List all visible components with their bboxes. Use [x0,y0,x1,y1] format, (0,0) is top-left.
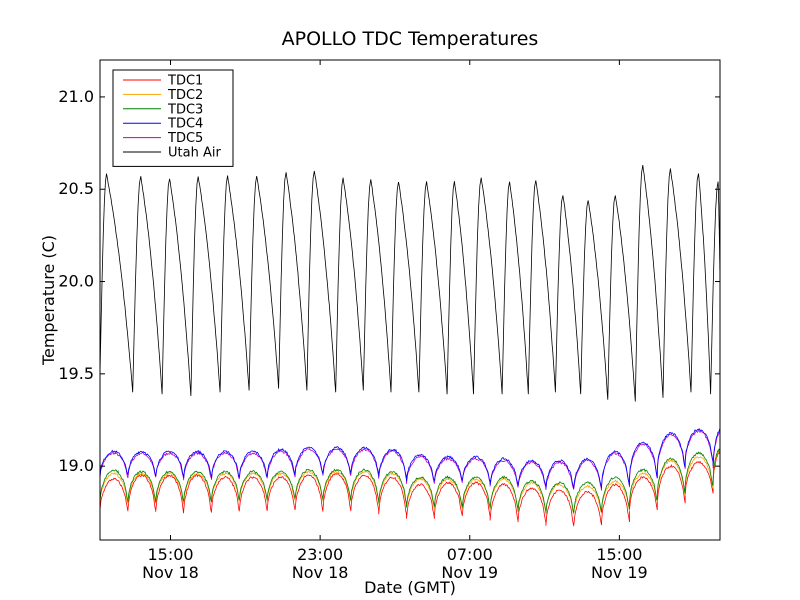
x-tick-date-label: Nov 18 [142,563,199,582]
plot-frame [99,59,721,541]
chart-title: APOLLO TDC Temperatures [282,28,539,50]
legend-label-tdc1: TDC1 [167,74,203,89]
series-line-tdc1 [100,450,720,527]
series-line-tdc3 [100,446,720,514]
legend-label-tdc2: TDC2 [167,88,203,103]
y-tick-label: 21.0 [58,87,94,106]
x-axis-label: Date (GMT) [364,578,456,597]
series-line-tdc4 [100,428,720,489]
legend-label-utah-air: Utah Air [168,146,221,161]
series-line-utah-air [100,165,720,402]
y-axis-ticks: 19.0 19.5 20.0 20.5 21.0 [58,87,720,475]
x-tick-time-label: 15:00 [596,545,642,564]
legend-label-tdc4: TDC4 [167,117,203,132]
plot-area [100,165,720,527]
legend-box [112,69,234,167]
x-tick-date-label: Nov 19 [441,563,498,582]
x-tick-time-label: 15:00 [147,545,193,564]
y-axis-label: Temperature (C) [39,235,58,366]
series-line-tdc5 [100,429,720,491]
y-tick-label: 19.5 [58,364,94,383]
y-tick-label: 20.0 [58,272,94,291]
x-tick-date-label: Nov 18 [292,563,349,582]
x-tick-time-label: 23:00 [297,545,343,564]
y-tick-label: 20.5 [58,179,94,198]
x-tick-time-label: 07:00 [447,545,493,564]
legend-label-tdc5: TDC5 [167,131,203,146]
x-tick-date-label: Nov 19 [591,563,648,582]
legend-label-tdc3: TDC3 [167,102,203,117]
y-tick-label: 19.0 [58,456,94,475]
